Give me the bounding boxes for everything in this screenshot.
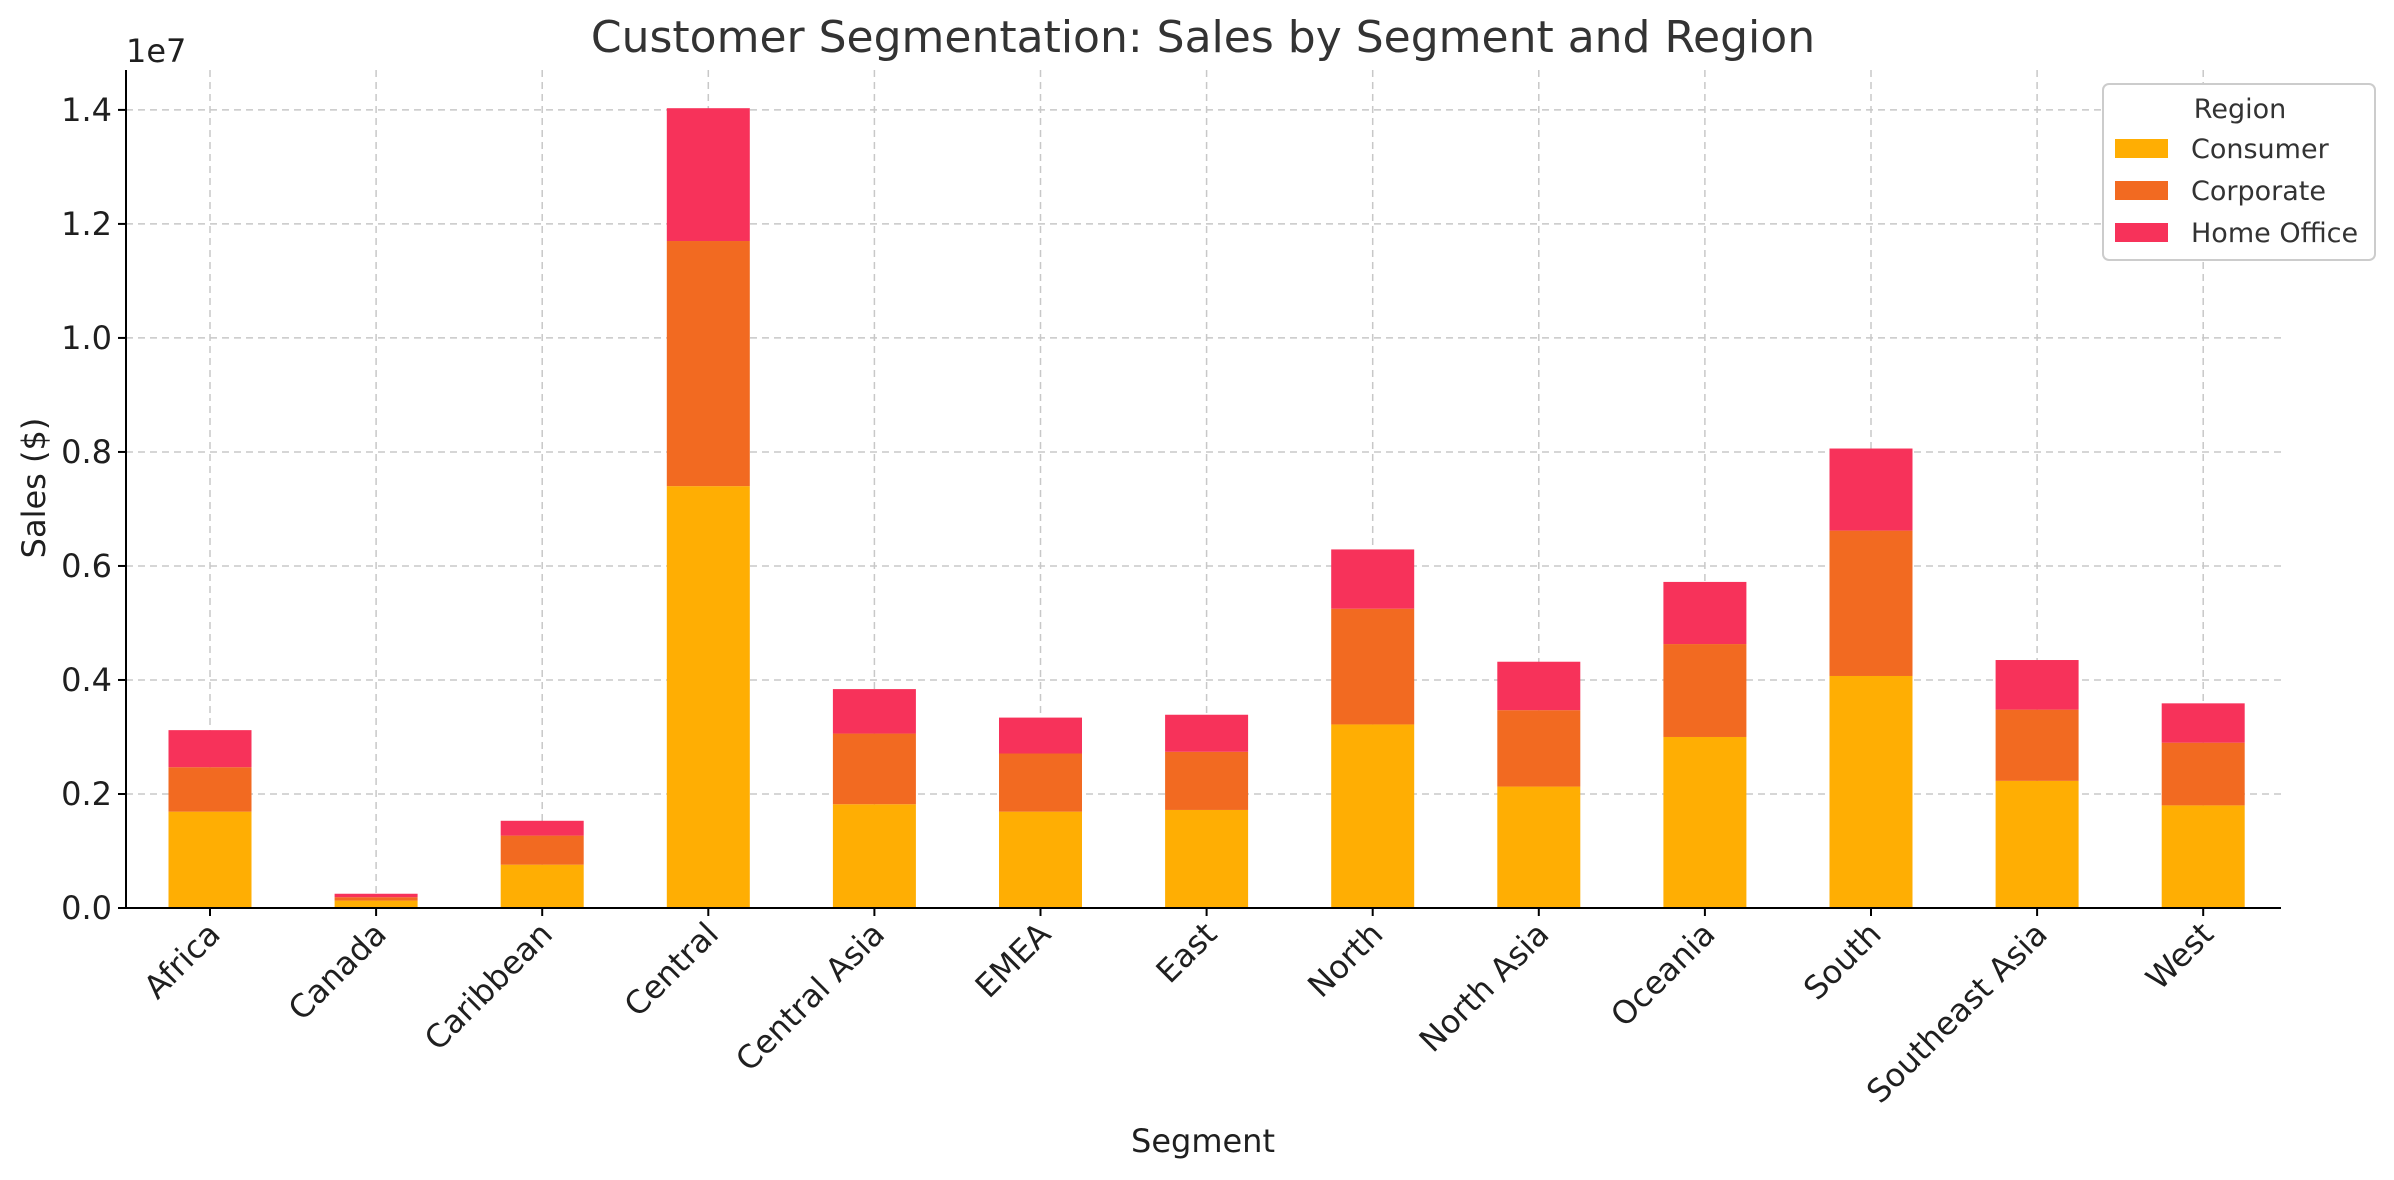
y-tick-label: 1.2	[61, 205, 112, 243]
x-tick-label: Central Asia	[728, 915, 892, 1079]
bar-west-corporate	[2161, 742, 2245, 806]
y-tick-label: 0.8	[61, 433, 112, 471]
bar-caribbean-corporate	[500, 835, 584, 865]
bars-group	[168, 108, 2245, 908]
bar-north-asia-home-office	[1497, 661, 1581, 711]
bar-southeast-asia-consumer	[1995, 780, 2079, 908]
x-tick-label: North Asia	[1412, 915, 1557, 1060]
bar-central-consumer	[666, 486, 750, 908]
bar-oceania-corporate	[1663, 644, 1747, 737]
bar-southeast-asia-corporate	[1995, 709, 2079, 781]
y-tick-label: 0.0	[61, 889, 112, 927]
y-tick-label: 1.0	[61, 319, 112, 357]
x-tick-label: Africa	[136, 915, 227, 1006]
x-tick-label: South	[1796, 915, 1889, 1008]
x-tick-label: Oceania	[1603, 915, 1722, 1034]
x-tick-label: Caribbean	[417, 915, 560, 1058]
bar-central-asia-consumer	[832, 804, 916, 908]
bar-canada-home-office	[334, 893, 418, 898]
legend-swatch-home-office	[2115, 223, 2168, 242]
bar-caribbean-home-office	[500, 820, 584, 836]
legend-swatch-corporate	[2115, 181, 2168, 200]
chart-title: Customer Segmentation: Sales by Segment …	[591, 12, 1815, 63]
legend-box	[2102, 83, 2376, 261]
bar-south-home-office	[1829, 448, 1913, 531]
bar-east-consumer	[1165, 809, 1249, 908]
x-tick-label: Canada	[281, 915, 394, 1028]
bar-emea-consumer	[999, 811, 1082, 908]
x-tick-label: EMEA	[968, 915, 1059, 1006]
bar-caribbean-consumer	[500, 864, 584, 908]
axes-group: 0.0 0.2 0.4 0.6 0.8 1.0 1.2 1.4 Africa Canada Cari…	[61, 70, 2281, 1110]
y-tick-label: 0.6	[61, 547, 112, 585]
bar-emea-home-office	[999, 717, 1082, 754]
y-tick-label: 1.4	[61, 91, 112, 129]
bar-south-corporate	[1829, 530, 1913, 676]
bar-north-corporate	[1331, 608, 1415, 725]
legend-label-corporate: Corporate	[2191, 176, 2326, 207]
bar-north-consumer	[1331, 724, 1415, 908]
y-axis-offset-label: 1e7	[126, 32, 186, 70]
bar-oceania-home-office	[1663, 581, 1747, 645]
bar-central-asia-home-office	[832, 689, 916, 734]
bar-west-home-office	[2161, 703, 2245, 743]
bar-africa-consumer	[168, 811, 252, 908]
x-tick-label: Southeast Asia	[1859, 915, 2055, 1111]
bar-north-asia-consumer	[1497, 786, 1581, 908]
bar-central-corporate	[666, 241, 750, 487]
bar-oceania-consumer	[1663, 736, 1747, 908]
bar-africa-corporate	[168, 767, 252, 812]
x-axis-label: Segment	[1131, 1122, 1275, 1160]
legend-label-consumer: Consumer	[2191, 134, 2330, 165]
legend-swatch-consumer	[2115, 139, 2168, 158]
legend-label-home-office: Home Office	[2191, 218, 2358, 249]
y-tick-label: 0.2	[61, 775, 112, 813]
bar-southeast-asia-home-office	[1995, 660, 2079, 710]
bar-canada-corporate	[334, 897, 418, 901]
legend-title: Region	[2194, 94, 2286, 125]
bar-canada-consumer	[334, 900, 418, 908]
x-tick-label: Central	[617, 915, 726, 1024]
bar-west-consumer	[2161, 805, 2245, 908]
bar-east-home-office	[1165, 714, 1249, 752]
x-tick-label: West	[2138, 915, 2220, 997]
bar-central-home-office	[666, 108, 750, 242]
y-axis-label: Sales ($)	[15, 418, 53, 559]
x-tick-label: North	[1300, 915, 1390, 1005]
bar-central-asia-corporate	[832, 733, 916, 805]
bar-africa-home-office	[168, 730, 252, 768]
y-tick-label: 0.4	[61, 661, 112, 699]
bar-emea-corporate	[999, 753, 1082, 812]
bar-north-home-office	[1331, 549, 1415, 609]
legend: Region Consumer Corporate Home Office	[2102, 83, 2376, 261]
bar-north-asia-corporate	[1497, 710, 1581, 787]
bar-south-consumer	[1829, 675, 1913, 908]
bar-east-corporate	[1165, 751, 1249, 810]
x-tick-label: East	[1149, 915, 1225, 991]
